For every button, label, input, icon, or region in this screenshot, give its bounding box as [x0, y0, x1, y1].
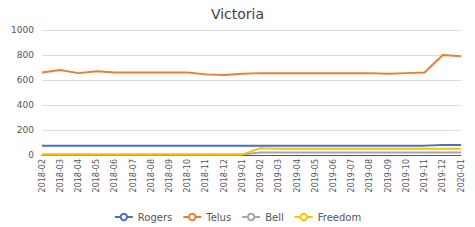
svg-text:800: 800 [17, 50, 34, 60]
svg-text:2019-04: 2019-04 [293, 159, 302, 192]
svg-text:2018-10: 2018-10 [183, 159, 192, 192]
svg-text:2019-03: 2019-03 [274, 159, 283, 192]
svg-text:2018-06: 2018-06 [110, 159, 119, 192]
svg-text:2018-03: 2018-03 [56, 159, 65, 192]
svg-text:2019-12: 2019-12 [438, 159, 447, 192]
svg-text:Victoria: Victoria [211, 6, 264, 22]
svg-text:Freedom: Freedom [318, 212, 361, 223]
svg-text:2018-12: 2018-12 [220, 159, 229, 192]
svg-text:2019-06: 2019-06 [329, 159, 338, 192]
svg-text:2019-01: 2019-01 [238, 159, 247, 192]
svg-text:Bell: Bell [265, 212, 284, 223]
svg-text:2018-04: 2018-04 [74, 159, 83, 192]
svg-text:2019-08: 2019-08 [365, 159, 374, 192]
svg-text:2019-02: 2019-02 [256, 159, 265, 192]
svg-text:0: 0 [28, 150, 34, 160]
svg-text:2018-09: 2018-09 [165, 159, 174, 192]
svg-text:2018-02: 2018-02 [38, 159, 47, 192]
svg-text:200: 200 [17, 125, 34, 135]
svg-text:2019-10: 2019-10 [402, 159, 411, 192]
svg-text:2019-09: 2019-09 [384, 159, 393, 192]
svg-text:2019-11: 2019-11 [420, 159, 429, 192]
svg-text:2019-05: 2019-05 [311, 159, 320, 192]
svg-text:2019-07: 2019-07 [347, 159, 356, 192]
svg-text:1000: 1000 [11, 25, 34, 35]
svg-text:Telus: Telus [205, 212, 231, 223]
svg-text:2020-01: 2020-01 [457, 159, 466, 192]
svg-text:2018-05: 2018-05 [92, 159, 101, 192]
svg-text:2018-11: 2018-11 [201, 159, 210, 192]
svg-text:2018-08: 2018-08 [147, 159, 156, 192]
svg-text:600: 600 [17, 75, 34, 85]
svg-text:Rogers: Rogers [138, 212, 172, 223]
svg-text:400: 400 [17, 100, 34, 110]
svg-text:2018-07: 2018-07 [129, 159, 138, 192]
